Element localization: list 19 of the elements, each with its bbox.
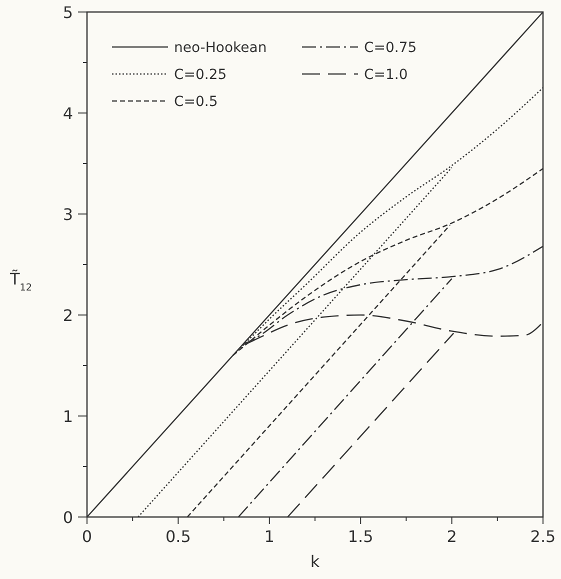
legend-label: C=1.0	[364, 67, 408, 83]
y-tick-label: 3	[62, 205, 73, 224]
y-tick-label: 1	[62, 407, 73, 426]
x-tick-label: 2	[446, 527, 457, 546]
y-tick-label: 0	[62, 508, 73, 527]
y-tick-label: 4	[62, 104, 73, 123]
y-tick-label: 2	[62, 306, 73, 325]
x-axis-title: k	[310, 552, 320, 571]
legend-label: C=0.5	[174, 94, 218, 110]
legend-label: neo-Hookean	[174, 40, 267, 56]
y-axis-title: T̃$_{12}$	[9, 270, 32, 293]
y-tick-label: 5	[62, 3, 73, 22]
x-tick-label: 2.5	[530, 527, 556, 546]
x-tick-label: 0	[82, 527, 92, 546]
x-tick-label: 1.5	[348, 527, 374, 546]
x-tick-label: 1	[264, 527, 274, 546]
legend-label: C=0.75	[364, 40, 417, 56]
legend-label: C=0.25	[174, 67, 227, 83]
x-tick-label: 0.5	[165, 527, 191, 546]
